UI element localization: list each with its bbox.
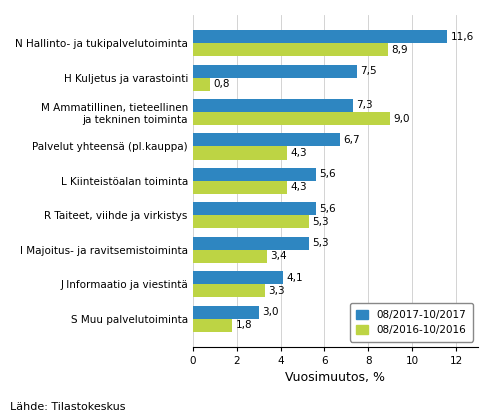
Text: 0,8: 0,8 (213, 79, 230, 89)
Text: 7,5: 7,5 (360, 66, 377, 76)
Text: 11,6: 11,6 (451, 32, 474, 42)
Text: 4,3: 4,3 (290, 148, 307, 158)
Legend: 08/2017-10/2017, 08/2016-10/2016: 08/2017-10/2017, 08/2016-10/2016 (350, 303, 473, 342)
Bar (193, 250, 267, 263)
Text: 4,1: 4,1 (286, 272, 303, 282)
Text: 8,9: 8,9 (391, 45, 408, 55)
Bar (193, 271, 282, 284)
Bar (193, 134, 340, 146)
Bar (193, 168, 316, 181)
Bar (193, 146, 287, 160)
Text: 5,3: 5,3 (313, 217, 329, 227)
Text: 6,7: 6,7 (343, 135, 360, 145)
Bar (193, 99, 353, 112)
Text: 3,4: 3,4 (271, 251, 287, 261)
Text: Lähde: Tilastokeskus: Lähde: Tilastokeskus (10, 402, 125, 412)
Bar (193, 30, 447, 43)
Bar (193, 64, 357, 78)
Text: 3,0: 3,0 (262, 307, 279, 317)
X-axis label: Vuosimuutos, %: Vuosimuutos, % (285, 371, 386, 384)
Text: 4,3: 4,3 (290, 183, 307, 193)
Bar (193, 78, 211, 91)
Bar (193, 112, 390, 125)
Bar (193, 43, 388, 56)
Bar (193, 215, 309, 228)
Text: 5,3: 5,3 (313, 238, 329, 248)
Bar (193, 319, 232, 332)
Text: 5,6: 5,6 (319, 204, 336, 214)
Text: 5,6: 5,6 (319, 169, 336, 179)
Text: 7,3: 7,3 (356, 101, 373, 111)
Text: 1,8: 1,8 (236, 320, 252, 330)
Bar (193, 284, 265, 297)
Bar (193, 305, 258, 319)
Text: 3,3: 3,3 (269, 286, 285, 296)
Text: 9,0: 9,0 (393, 114, 410, 124)
Bar (193, 202, 316, 215)
Bar (193, 237, 309, 250)
Bar (193, 181, 287, 194)
